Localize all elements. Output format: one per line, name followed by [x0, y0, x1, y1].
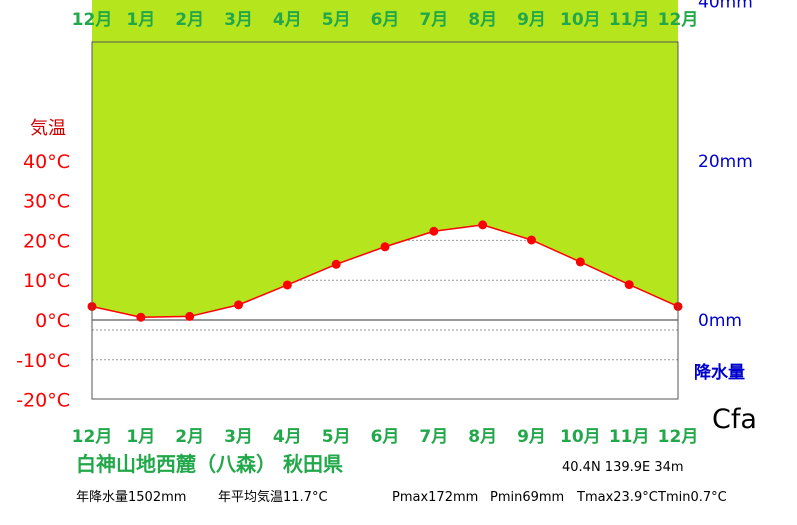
month-label-top-8: 8月: [468, 10, 497, 30]
month-label-bottom-6: 6月: [371, 427, 400, 447]
precipitation-tick-labels: 500mm300mm100mm80mm60mm40mm20mm0mm: [698, 0, 753, 331]
precip-tick-7: 0mm: [698, 311, 742, 331]
temp-tick-1: 30°C: [23, 191, 70, 213]
month-label-top-5: 5月: [322, 10, 351, 30]
temp-point-5: [331, 259, 341, 269]
month-label-bottom-8: 8月: [468, 427, 497, 447]
temp-point-11: [624, 280, 634, 290]
month-label-bottom-2: 2月: [175, 427, 204, 447]
temp-point-2: [185, 311, 195, 321]
station-name: 白神山地西麓（八森） 秋田県: [76, 452, 343, 476]
month-label-top-10: 10月: [560, 10, 601, 30]
pmin: Pmin69mm: [490, 490, 564, 505]
temp-point-9: [527, 235, 536, 245]
month-label-top-3: 3月: [224, 10, 253, 30]
pmax: Pmax172mm: [392, 490, 478, 505]
month-label-bottom-0: 12月: [72, 427, 113, 447]
precipitation-axis-title: 降水量: [694, 362, 745, 383]
temp-point-1: [136, 312, 146, 322]
temp-tick-4: 0°C: [35, 310, 70, 332]
month-label-bottom-9: 9月: [517, 427, 546, 447]
temp-point-4: [282, 280, 292, 290]
annual-mean-temp: 年平均気温11.7°C: [218, 489, 328, 505]
precip-tick-6: 20mm: [698, 152, 753, 172]
temp-point-3: [234, 300, 243, 310]
month-label-top-2: 2月: [175, 10, 204, 30]
month-label-top-4: 4月: [273, 10, 302, 30]
station-coords: 40.4N 139.9E 34m: [562, 460, 684, 475]
month-label-top-9: 9月: [517, 10, 546, 30]
temp-tick-6: -20°C: [16, 390, 70, 412]
month-label-top-0: 12月: [72, 10, 113, 30]
temp-point-10: [575, 257, 585, 267]
month-label-bottom-3: 3月: [224, 427, 253, 447]
annual-precip: 年降水量1502mm: [76, 490, 186, 505]
tmax: Tmax23.9°C: [576, 490, 658, 505]
tmin: Tmin0.7°C: [657, 490, 727, 505]
temp-point-7: [429, 226, 439, 236]
temp-tick-0: 40°C: [23, 151, 70, 173]
month-label-bottom-1: 1月: [126, 427, 155, 447]
temperature-axis-title: 気温: [30, 118, 66, 139]
month-label-bottom-5: 5月: [322, 427, 351, 447]
climate-class: Cfa: [712, 404, 757, 435]
month-label-bottom-10: 10月: [560, 427, 601, 447]
month-label-top-1: 1月: [126, 10, 155, 30]
temperature-tick-labels: 40°C 30°C 20°C 10°C 0°C -10°C -20°C: [16, 151, 70, 412]
plot-frame: [91, 41, 679, 400]
month-label-top-6: 6月: [371, 10, 400, 30]
temp-tick-5: -10°C: [16, 350, 70, 372]
temp-point-6: [380, 242, 390, 252]
month-label-top-12: 12月: [658, 10, 699, 30]
temp-tick-3: 10°C: [23, 270, 70, 292]
month-label-bottom-12: 12月: [658, 427, 699, 447]
month-labels-top: 12月 1月 2月 3月 4月 5月 6月 7月 8月 9月 10月 11月 12月: [72, 10, 699, 30]
month-label-bottom-4: 4月: [273, 427, 302, 447]
temp-point-8: [478, 220, 488, 230]
precip-tick-5: 40mm: [698, 0, 753, 13]
temperature-series: [87, 220, 683, 322]
month-label-top-7: 7月: [419, 10, 448, 30]
temp-tick-2: 20°C: [23, 230, 70, 252]
month-label-bottom-7: 7月: [419, 427, 448, 447]
month-label-bottom-11: 11月: [609, 427, 650, 447]
month-label-top-11: 11月: [609, 10, 650, 30]
month-labels-bottom: 12月 1月 2月 3月 4月 5月 6月 7月 8月 9月 10月 11月 12月: [72, 427, 699, 447]
